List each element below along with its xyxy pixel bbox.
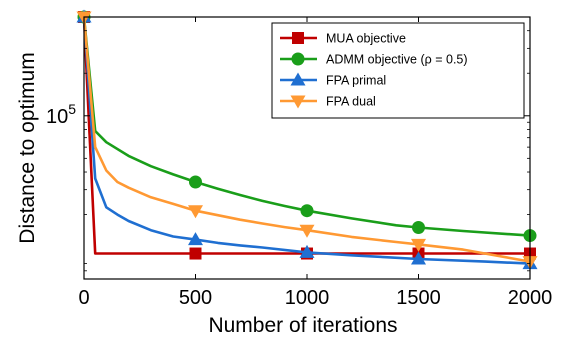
x-axis-label: Number of iterations <box>208 314 397 337</box>
series-4-point-3 <box>299 224 315 238</box>
legend-marker-3 <box>290 72 306 86</box>
series-4-point-4 <box>411 238 426 252</box>
series-1-point-2 <box>189 247 202 260</box>
series-4 <box>76 11 538 270</box>
ticks-layer: 0 500 1000 1500 2000 105 <box>46 17 552 309</box>
series-3-line <box>82 16 531 265</box>
series-4-point-2 <box>188 205 203 219</box>
x-tick-label-1: 0 <box>78 287 89 309</box>
series-4-line <box>82 16 531 263</box>
series-3-point-3 <box>299 244 315 258</box>
legend-label-1: MUA objective <box>326 32 406 46</box>
series-3 <box>76 9 538 270</box>
x-tick-label-2: 500 <box>179 287 212 309</box>
y-tick-label-exponent: 5 <box>68 101 76 117</box>
y-tick-label-base: 10 <box>46 106 68 128</box>
series-layer <box>76 9 538 270</box>
series-2-point-2 <box>189 175 202 189</box>
x-tick-label-3: 1000 <box>285 287 330 309</box>
series-2-line <box>82 16 531 237</box>
legend-label-2: ADMM objective (ρ = 0.5) <box>326 53 468 67</box>
legend-marker-2 <box>291 52 305 66</box>
series-2-point-3 <box>300 204 314 218</box>
y-axis-label: Distance to optimum <box>16 52 39 243</box>
y-tick-label: 105 <box>46 101 76 128</box>
series-1-line <box>82 16 530 255</box>
series-2-point-4 <box>412 220 425 234</box>
legend-marker-1 <box>292 32 304 44</box>
series-3-point-4 <box>411 251 426 265</box>
legend-marker-4 <box>290 95 306 109</box>
legend-label-4: FPA dual <box>326 95 376 109</box>
x-tick-label-5: 2000 <box>508 287 553 309</box>
x-tick-label-4: 1500 <box>396 287 441 309</box>
legend-label-3: FPA primal <box>326 74 386 88</box>
legend: MUA objective ADMM objective (ρ = 0.5) FPA… <box>271 22 525 119</box>
series-3-point-2 <box>188 232 203 246</box>
